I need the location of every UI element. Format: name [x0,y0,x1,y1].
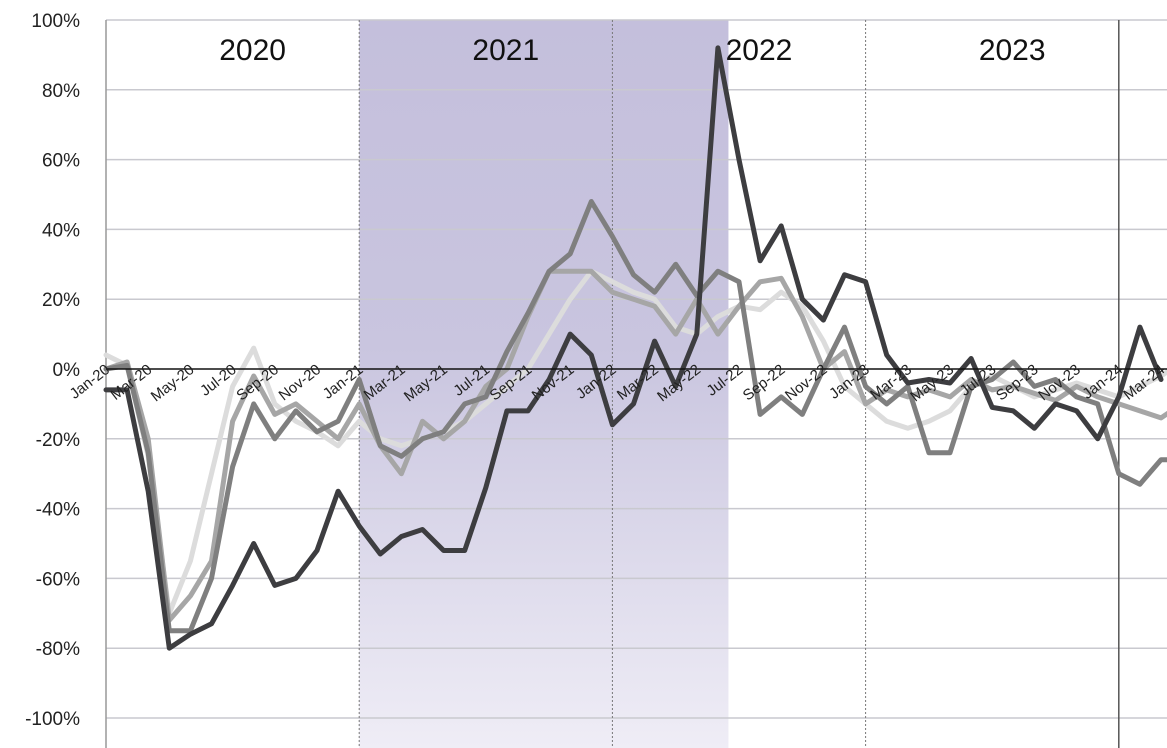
year-label: 2023 [979,34,1046,67]
x-tick-label: Nov-20 [276,361,325,404]
series-line-1 [103,268,1167,616]
x-tick-label: Nov-22 [782,361,831,404]
year-label: 2022 [726,34,793,67]
y-tick-label: -40% [36,500,80,521]
y-tick-label: -80% [36,639,80,660]
series-line-4 [103,45,1164,651]
y-tick-label: 80% [42,81,80,102]
y-tick-label: 40% [42,220,80,241]
y-tick-label: -20% [36,430,80,451]
series-line-3 [103,199,1167,634]
y-tick-label: 100% [31,11,80,32]
y-tick-label: -100% [25,709,80,730]
y-tick-label: 0% [53,360,81,381]
x-tick-label: May-20 [148,361,198,405]
y-tick-label: 60% [42,151,80,172]
y-tick-label: 20% [42,290,80,311]
year-label: 2020 [219,34,286,67]
year-label: 2021 [472,34,539,67]
series-line-2 [103,268,1167,623]
y-tick-label: -60% [36,569,80,590]
